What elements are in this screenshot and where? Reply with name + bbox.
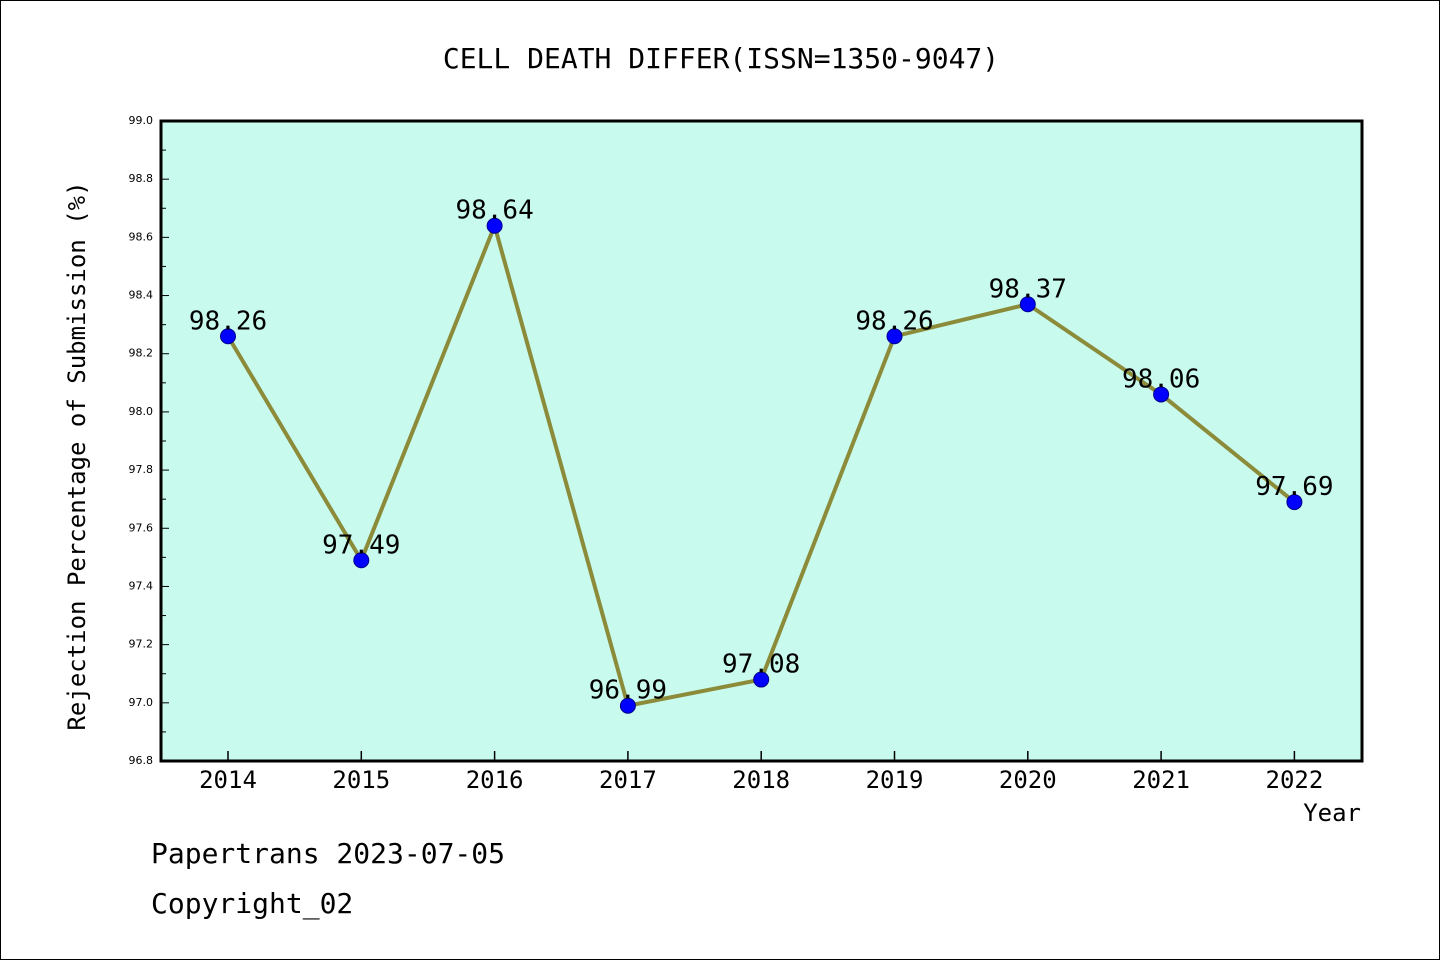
y-tick-label: 97.8 [129, 463, 154, 476]
data-label: 98.64 [455, 196, 533, 226]
x-tick-label: 2014 [199, 766, 257, 794]
data-point [1019, 296, 1036, 313]
x-tick-label: 2016 [466, 766, 524, 794]
data-label: 96.99 [589, 676, 667, 706]
y-tick-label: 98.0 [129, 405, 154, 418]
chart-title: CELL DEATH DIFFER(ISSN=1350-9047) [443, 42, 999, 75]
data-point [619, 697, 636, 714]
x-axis: 2014 2015 2016 2017 2018 2019 2020 2021 2022 [199, 751, 1323, 794]
data-label: 98.26 [855, 306, 933, 336]
y-tick-label: 97.6 [129, 521, 154, 534]
y-tick-label: 98.4 [129, 289, 154, 302]
data-labels: 98.26 97.49 98.64 96.99 97.08 98.26 98.37 98.06… [189, 196, 1334, 706]
data-label: 98.26 [189, 306, 267, 336]
data-series [220, 217, 1303, 714]
data-label: 97.08 [722, 650, 800, 680]
data-label: 98.37 [989, 274, 1067, 304]
x-tick-label: 2017 [599, 766, 657, 794]
y-tick-label: 97.0 [129, 696, 154, 709]
data-point [220, 328, 236, 345]
data-point [486, 217, 503, 234]
x-tick-label: 2018 [732, 766, 790, 794]
x-tick-label: 2021 [1132, 766, 1190, 794]
y-tick-label: 98.6 [129, 230, 154, 243]
data-point [353, 552, 370, 569]
plot-area [159, 119, 1364, 763]
y-axis-label: Rejection Percentage of Submission (%) [63, 181, 91, 730]
footer-copyright-text: Copyright_02 [151, 887, 354, 920]
y-tick-label: 96.8 [129, 754, 154, 767]
data-label: 97.69 [1255, 472, 1333, 502]
y-tick-label: 99.0 [129, 114, 154, 127]
data-point [1153, 386, 1170, 403]
footer-date-text: Papertrans 2023-07-05 [151, 837, 506, 870]
data-label: 98.06 [1122, 364, 1200, 394]
data-point [886, 328, 903, 345]
data-label: 97.49 [322, 530, 400, 560]
y-tick-label: 98.2 [129, 347, 154, 360]
y-axis: 96.8 97.0 97.2 97.4 97.6 97.8 98.0 98.2 98.4 98.6… [129, 114, 169, 767]
y-tick-label: 97.2 [129, 638, 154, 651]
x-tick-label: 2015 [332, 766, 390, 794]
x-axis-label: Year [1303, 799, 1361, 827]
data-point [753, 671, 770, 688]
y-tick-label: 97.4 [129, 579, 154, 592]
data-point [1286, 494, 1303, 511]
y-tick-label: 98.8 [129, 172, 154, 185]
x-tick-label: 2019 [866, 766, 924, 794]
x-tick-label: 2020 [999, 766, 1057, 794]
x-tick-label: 2022 [1266, 766, 1324, 794]
